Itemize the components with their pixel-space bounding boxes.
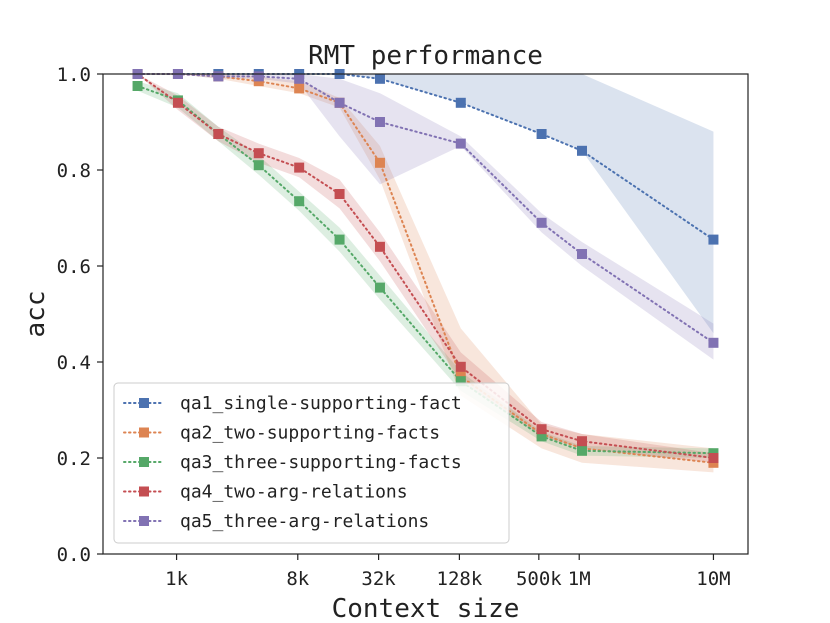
legend-box <box>113 382 510 544</box>
legend-label: qa3_three-supporting-facts <box>180 452 462 473</box>
line-series-5 <box>136 73 715 344</box>
legend-label: qa2_two-supporting-facts <box>180 423 440 444</box>
point-series-5 <box>374 117 385 127</box>
point-series-1 <box>455 97 466 108</box>
y-tick-label: 0.8 <box>57 160 91 182</box>
point-series-5 <box>576 249 587 259</box>
point-series-4 <box>172 97 183 108</box>
plot-frame <box>102 73 749 555</box>
point-series-4 <box>576 436 587 447</box>
y-axis-ticks: 0.0 0.2 0.4 0.6 0.8 1.0 <box>57 64 103 566</box>
chart-title: RMT performance <box>308 41 543 71</box>
point-series-4 <box>213 129 224 139</box>
band-series-1 <box>137 74 714 334</box>
legend-label: qa4_two-arg-relations <box>180 482 408 503</box>
point-series-1 <box>576 145 587 156</box>
point-series-3 <box>253 160 264 171</box>
legend-marker <box>139 457 149 467</box>
x-axis-label: Context size <box>332 594 520 623</box>
x-tick-label: 10M <box>696 568 730 590</box>
x-tick-label: 1M <box>568 568 591 590</box>
point-series-1 <box>374 73 385 84</box>
point-series-4 <box>253 148 264 159</box>
point-series-3 <box>455 376 466 387</box>
point-series-5 <box>334 97 345 108</box>
point-series-5 <box>455 138 466 149</box>
legend-marker <box>139 427 149 438</box>
band-series-2 <box>137 74 714 473</box>
point-series-3 <box>374 282 385 293</box>
point-series-4 <box>374 241 385 252</box>
point-series-3 <box>536 431 547 442</box>
point-series-5 <box>708 337 719 348</box>
x-tick-label: 128k <box>437 568 483 590</box>
y-tick-label: 0.2 <box>57 448 91 470</box>
y-tick-label: 0.4 <box>57 352 91 374</box>
confidence-bands <box>137 74 714 473</box>
x-tick-label: 1k <box>165 568 188 590</box>
point-series-4 <box>294 162 305 173</box>
point-series-1 <box>536 129 547 139</box>
band-series-5 <box>137 74 714 360</box>
x-tick-label: 8k <box>286 568 309 590</box>
point-series-4 <box>536 424 547 435</box>
point-series-3 <box>132 81 143 91</box>
point-series-3 <box>334 234 345 245</box>
point-series-3 <box>294 196 305 207</box>
x-tick-label: 500k <box>516 568 562 590</box>
point-series-4 <box>708 453 719 463</box>
point-series-4 <box>455 361 466 372</box>
y-tick-label: 0.6 <box>57 256 91 278</box>
legend-label: qa5_three-arg-relations <box>180 511 429 532</box>
point-series-5 <box>213 71 224 82</box>
x-tick-label: 32k <box>361 568 396 590</box>
point-series-5 <box>294 73 305 84</box>
point-series-4 <box>334 189 345 199</box>
legend-marker <box>139 486 149 497</box>
y-tick-label: 0.0 <box>57 544 91 566</box>
point-series-2 <box>294 83 305 94</box>
x-axis-ticks: 1k 8k 32k 128k 500k 1M 10M <box>165 554 731 590</box>
point-series-2 <box>374 157 385 168</box>
legend-label: qa1_single-supporting-fact <box>180 393 462 414</box>
point-series-1 <box>708 234 719 245</box>
y-axis-label: acc <box>21 291 51 338</box>
point-series-3 <box>576 445 587 456</box>
point-series-5 <box>536 217 547 228</box>
legend-marker <box>139 516 149 526</box>
point-series-5 <box>253 71 264 82</box>
y-tick-label: 1.0 <box>57 64 91 86</box>
legend: qa1_single-supporting-fact qa2_two-suppor… <box>113 382 510 544</box>
legend-marker <box>139 398 149 408</box>
band-series-3 <box>137 81 714 458</box>
band-series-4 <box>137 74 714 463</box>
